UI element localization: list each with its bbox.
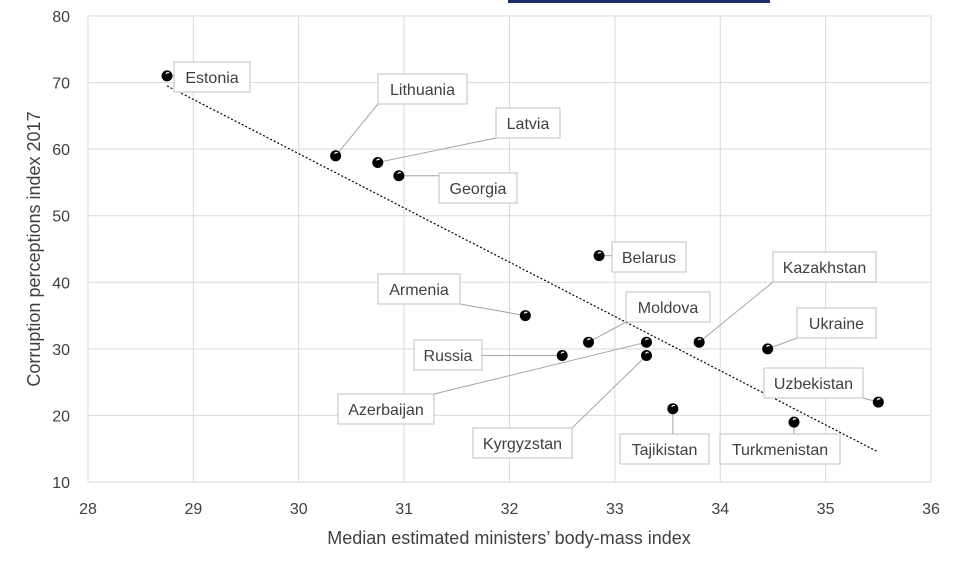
data-point	[330, 150, 342, 162]
callout-labels: Estonia Lithuania Latvia Georgia Belarus Arme…	[173, 61, 877, 465]
data-point-highlight	[165, 71, 170, 75]
callout-box	[495, 107, 561, 139]
y-axis-title: Corruption perceptions index 2017	[24, 111, 44, 386]
data-point	[788, 416, 800, 428]
data-point-highlight	[397, 171, 402, 175]
point-label: Belarus	[622, 250, 676, 267]
point-label: Turkmenistan	[732, 442, 828, 459]
point-label: Latvia	[507, 116, 550, 133]
data-points	[161, 70, 884, 428]
data-point	[593, 250, 605, 262]
data-point-highlight	[644, 338, 649, 341]
data-point	[872, 396, 884, 408]
x-tick-label: 28	[79, 501, 97, 518]
data-point	[640, 350, 652, 362]
data-point-highlight	[597, 251, 602, 254]
data-point-highlight	[792, 418, 797, 421]
y-tick-label: 80	[52, 9, 70, 26]
y-tick-label: 20	[52, 408, 70, 425]
data-point	[762, 343, 774, 355]
point-label: Kazakhstan	[783, 260, 867, 277]
data-point-highlight	[876, 398, 881, 401]
point-label: Lithuania	[390, 82, 455, 99]
data-point	[556, 350, 568, 362]
x-tick-label: 31	[395, 501, 413, 518]
data-point	[393, 170, 405, 182]
y-tick-label: 50	[52, 209, 70, 226]
data-point	[583, 336, 595, 348]
x-tick-labels: 28 29 30 31 32 33 34 35 36	[79, 501, 940, 518]
data-point	[640, 336, 652, 348]
data-point	[372, 156, 384, 168]
y-tick-label: 70	[52, 76, 70, 93]
callout-box	[413, 339, 483, 371]
data-point-highlight	[523, 311, 528, 314]
data-point-highlight	[334, 151, 338, 155]
x-axis-title: Median estimated ministers’ body-mass in…	[327, 528, 690, 548]
y-tick-label: 60	[52, 142, 70, 159]
data-point-highlight	[560, 351, 565, 354]
callout-leader	[571, 355, 647, 429]
point-label: Armenia	[389, 282, 449, 299]
y-tick-label: 40	[52, 275, 70, 292]
y-tick-label: 30	[52, 342, 70, 359]
callout-leader	[377, 137, 497, 163]
trend-line	[166, 85, 879, 453]
callout-leader	[433, 341, 647, 395]
callout-box	[377, 273, 461, 305]
x-tick-label: 34	[711, 501, 729, 518]
callout-box	[611, 241, 687, 273]
point-label: Russia	[424, 348, 473, 365]
point-label: Estonia	[185, 70, 238, 87]
point-label: Uzbekistan	[774, 376, 853, 393]
x-tick-label: 29	[184, 501, 202, 518]
callout-box	[438, 172, 518, 204]
data-point	[693, 336, 705, 348]
x-tick-label: 33	[606, 501, 624, 518]
callout-box	[796, 307, 877, 339]
data-point-highlight	[671, 404, 676, 408]
callout-box	[719, 433, 841, 465]
callout-box	[625, 291, 711, 323]
point-label: Moldova	[638, 300, 699, 317]
callout-box	[337, 393, 435, 425]
callout-box	[472, 427, 573, 459]
data-point-highlight	[644, 351, 649, 354]
point-label: Georgia	[450, 181, 507, 198]
data-point-highlight	[586, 338, 591, 341]
point-label: Ukraine	[809, 316, 864, 333]
callout-leader	[459, 303, 526, 317]
data-point	[667, 403, 679, 415]
gridlines	[87, 15, 932, 483]
x-tick-label: 35	[817, 501, 835, 518]
callout-leader	[698, 281, 774, 343]
x-tick-label: 32	[501, 501, 519, 518]
data-point	[161, 70, 173, 82]
data-point-highlight	[376, 158, 381, 161]
data-point-highlight	[766, 344, 771, 348]
y-tick-labels: 10 20 30 40 50 60 70 80	[52, 9, 70, 492]
data-point-highlight	[697, 338, 702, 341]
callout-box	[377, 73, 468, 105]
y-tick-label: 10	[52, 475, 70, 492]
callout-box	[173, 61, 251, 93]
data-point	[519, 310, 531, 322]
callout-leader	[335, 103, 379, 157]
point-label: Tajikistan	[632, 442, 698, 459]
point-label: Azerbaijan	[348, 402, 424, 419]
callout-box	[772, 251, 877, 283]
x-tick-label: 36	[922, 501, 940, 518]
point-label: Kyrgyzstan	[483, 436, 562, 453]
callout-box	[763, 367, 864, 399]
top-decorative-bar	[508, 0, 770, 3]
callout-leader	[588, 321, 627, 343]
x-tick-label: 30	[290, 501, 308, 518]
callout-box	[619, 433, 710, 465]
